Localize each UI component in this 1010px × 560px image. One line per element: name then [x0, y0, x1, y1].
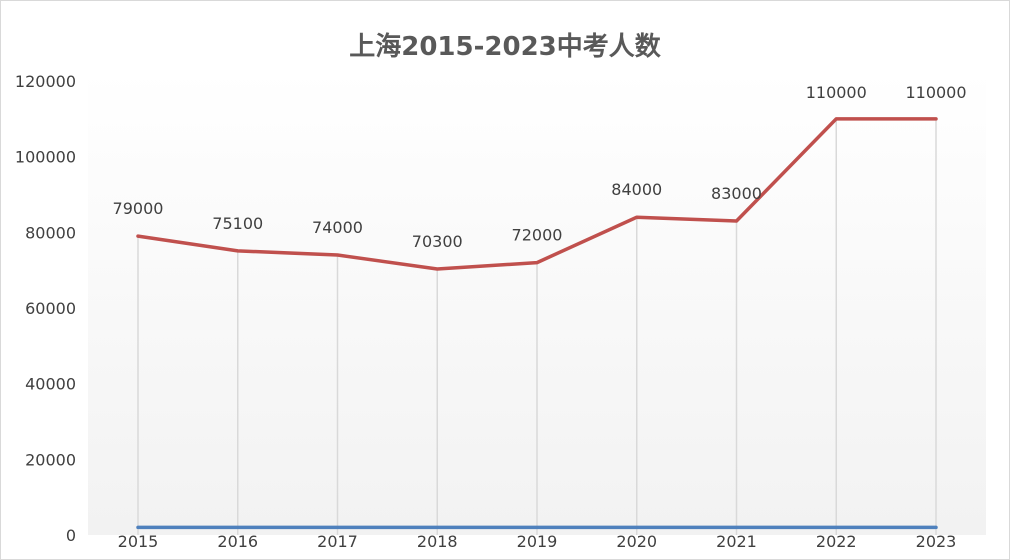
y-tick-label: 0 [66, 526, 76, 545]
y-tick-label: 60000 [25, 299, 76, 318]
x-tick-label: 2018 [417, 532, 458, 551]
data-label: 70300 [412, 232, 463, 251]
y-tick-label: 120000 [15, 72, 76, 91]
x-tick-label: 2022 [816, 532, 857, 551]
data-label: 84000 [611, 180, 662, 199]
x-tick-label: 2021 [716, 532, 757, 551]
data-label: 83000 [711, 184, 762, 203]
y-tick-label: 80000 [25, 223, 76, 242]
x-tick-label: 2017 [317, 532, 358, 551]
x-tick-label: 2015 [118, 532, 159, 551]
x-tick-label: 2019 [517, 532, 558, 551]
data-labels: 79000 75100 74000 70300 72000 84000 83000 11000… [113, 83, 967, 251]
data-label: 110000 [905, 83, 966, 102]
y-axis-ticks: 0 20000 40000 60000 80000 100000 120000 [15, 72, 76, 545]
drop-lines [137, 118, 937, 535]
data-label: 75100 [212, 214, 263, 233]
data-label: 110000 [806, 83, 867, 102]
x-tick-label: 2020 [616, 532, 657, 551]
x-axis-ticks: 2015 2016 2017 2018 2019 2020 2021 2022 2023 [118, 532, 957, 551]
x-tick-label: 2016 [217, 532, 258, 551]
series-lines [136, 117, 938, 530]
data-label: 74000 [312, 218, 363, 237]
x-tick-label: 2023 [916, 532, 957, 551]
y-tick-label: 20000 [25, 450, 76, 469]
chart-title: 上海2015-2023中考人数 [349, 32, 662, 62]
data-label: 79000 [113, 199, 164, 218]
y-tick-label: 40000 [25, 375, 76, 394]
data-label: 72000 [512, 226, 563, 245]
y-tick-label: 100000 [15, 148, 76, 167]
series-line [136, 117, 938, 271]
